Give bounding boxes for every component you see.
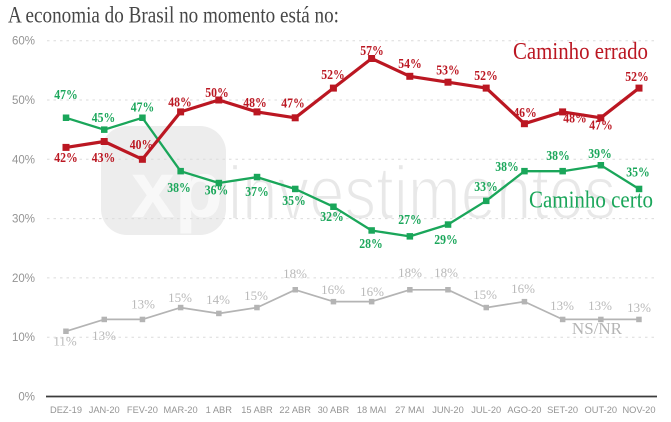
svg-text:29%: 29% bbox=[434, 233, 458, 248]
svg-text:47%: 47% bbox=[281, 97, 305, 112]
svg-text:A economia do Brasil no moment: A economia do Brasil no momento está no: bbox=[8, 3, 339, 28]
svg-text:15%: 15% bbox=[473, 287, 497, 302]
svg-text:38%: 38% bbox=[167, 181, 191, 196]
svg-text:35%: 35% bbox=[282, 194, 306, 209]
svg-text:16%: 16% bbox=[511, 281, 535, 296]
svg-text:57%: 57% bbox=[360, 44, 384, 59]
svg-text:40%: 40% bbox=[130, 138, 154, 153]
svg-text:investimentos: investimentos bbox=[228, 151, 616, 236]
svg-text:45%: 45% bbox=[92, 111, 116, 126]
svg-text:33%: 33% bbox=[474, 180, 498, 195]
svg-text:15%: 15% bbox=[168, 290, 192, 305]
svg-text:47%: 47% bbox=[589, 119, 613, 134]
svg-text:NOV-20: NOV-20 bbox=[622, 405, 655, 415]
svg-text:52%: 52% bbox=[625, 70, 649, 85]
svg-text:39%: 39% bbox=[588, 147, 612, 162]
svg-text:54%: 54% bbox=[398, 57, 422, 72]
svg-text:42%: 42% bbox=[54, 151, 78, 166]
svg-text:xp: xp bbox=[131, 145, 223, 234]
svg-text:43%: 43% bbox=[92, 151, 116, 166]
svg-text:0%: 0% bbox=[18, 392, 35, 404]
svg-text:35%: 35% bbox=[626, 166, 650, 181]
svg-text:50%: 50% bbox=[12, 95, 35, 107]
svg-text:JUL-20: JUL-20 bbox=[471, 405, 501, 415]
svg-text:15 ABR: 15 ABR bbox=[241, 405, 273, 415]
svg-text:38%: 38% bbox=[495, 160, 519, 175]
svg-text:AGO-20: AGO-20 bbox=[507, 405, 541, 415]
svg-text:OUT-20: OUT-20 bbox=[585, 405, 618, 415]
svg-text:48%: 48% bbox=[168, 96, 192, 111]
svg-text:52%: 52% bbox=[321, 68, 345, 83]
svg-text:46%: 46% bbox=[513, 106, 537, 121]
svg-text:10%: 10% bbox=[12, 332, 35, 344]
svg-text:NS/NR: NS/NR bbox=[572, 319, 623, 338]
svg-text:18%: 18% bbox=[398, 265, 422, 280]
svg-text:30 ABR: 30 ABR bbox=[318, 405, 350, 415]
svg-text:50%: 50% bbox=[205, 86, 229, 101]
svg-text:13%: 13% bbox=[92, 328, 116, 343]
svg-text:JUN-20: JUN-20 bbox=[432, 405, 464, 415]
svg-text:13%: 13% bbox=[627, 300, 651, 315]
svg-text:MAR-20: MAR-20 bbox=[164, 405, 198, 415]
svg-text:38%: 38% bbox=[546, 149, 570, 164]
svg-text:52%: 52% bbox=[474, 69, 498, 84]
svg-text:JAN-20: JAN-20 bbox=[89, 405, 120, 415]
svg-text:FEV-20: FEV-20 bbox=[127, 405, 158, 415]
svg-text:14%: 14% bbox=[206, 292, 230, 307]
svg-text:48%: 48% bbox=[563, 112, 587, 127]
svg-text:18 MAI: 18 MAI bbox=[357, 405, 386, 415]
svg-text:30%: 30% bbox=[12, 214, 35, 226]
svg-text:13%: 13% bbox=[588, 298, 612, 313]
svg-text:60%: 60% bbox=[12, 36, 35, 48]
svg-text:SET-20: SET-20 bbox=[547, 405, 578, 415]
svg-text:20%: 20% bbox=[12, 273, 35, 285]
svg-text:27 MAI: 27 MAI bbox=[395, 405, 424, 415]
svg-text:18%: 18% bbox=[283, 266, 307, 281]
svg-text:47%: 47% bbox=[131, 101, 155, 116]
svg-text:47%: 47% bbox=[54, 88, 78, 103]
svg-text:13%: 13% bbox=[550, 298, 574, 313]
svg-text:Caminho errado: Caminho errado bbox=[513, 39, 648, 65]
svg-text:15%: 15% bbox=[244, 288, 268, 303]
svg-text:32%: 32% bbox=[320, 210, 344, 225]
svg-text:36%: 36% bbox=[205, 184, 229, 199]
svg-text:22 ABR: 22 ABR bbox=[279, 405, 311, 415]
svg-text:53%: 53% bbox=[436, 64, 460, 79]
svg-text:40%: 40% bbox=[12, 154, 35, 166]
svg-text:16%: 16% bbox=[321, 282, 345, 297]
svg-text:1 ABR: 1 ABR bbox=[206, 405, 233, 415]
svg-text:11%: 11% bbox=[53, 334, 77, 349]
svg-text:28%: 28% bbox=[359, 237, 383, 252]
svg-text:DEZ-19: DEZ-19 bbox=[50, 405, 82, 415]
svg-text:37%: 37% bbox=[245, 185, 269, 200]
svg-text:27%: 27% bbox=[398, 213, 422, 228]
svg-text:Caminho certo: Caminho certo bbox=[529, 188, 653, 214]
svg-text:16%: 16% bbox=[360, 284, 384, 299]
svg-text:48%: 48% bbox=[243, 96, 267, 111]
svg-text:13%: 13% bbox=[131, 297, 155, 312]
svg-text:18%: 18% bbox=[434, 265, 458, 280]
